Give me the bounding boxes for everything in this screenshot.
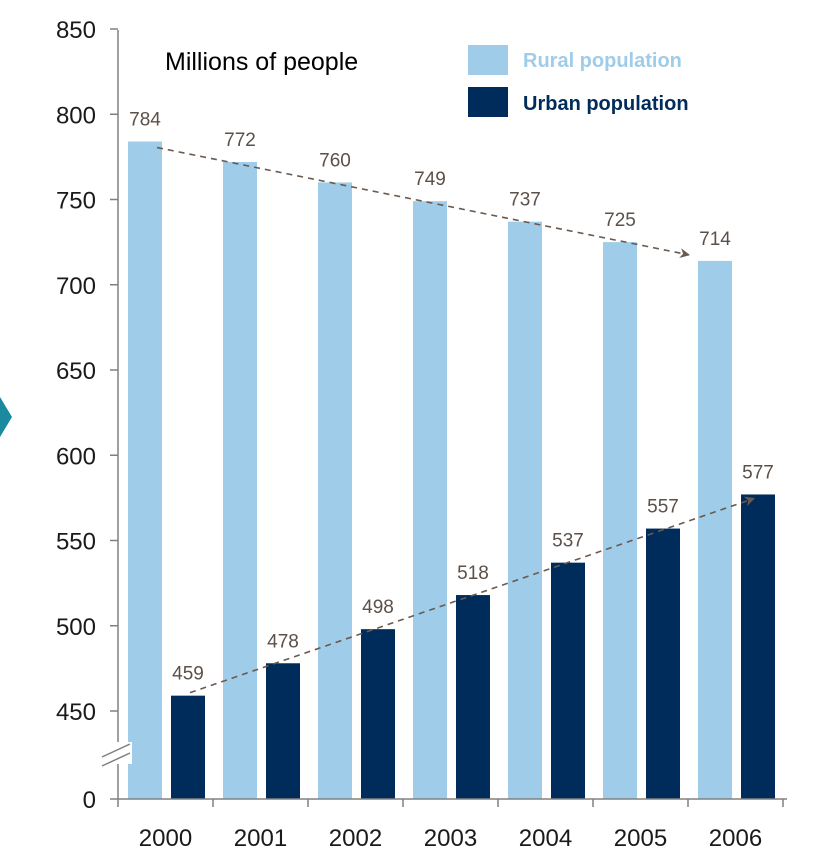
bar-rural-2002 bbox=[318, 182, 352, 799]
legend-swatch-urban bbox=[468, 87, 508, 117]
bar-rural-2001 bbox=[223, 161, 257, 800]
x-tick-label-2002: 2002 bbox=[329, 825, 382, 852]
bar-rural-2000 bbox=[128, 141, 162, 799]
x-tick-label-2000: 2000 bbox=[139, 825, 192, 852]
y-tick-label-800: 800 bbox=[56, 102, 96, 129]
bar-urban-2004 bbox=[551, 562, 585, 799]
data-label-rural-2001: 772 bbox=[224, 130, 256, 151]
y-tick-label-600: 600 bbox=[56, 443, 96, 470]
data-label-urban-2000: 459 bbox=[172, 664, 204, 685]
data-label-rural-2002: 760 bbox=[319, 150, 351, 171]
x-tick-label-2001: 2001 bbox=[234, 825, 287, 852]
bar-rural-2005 bbox=[603, 242, 637, 799]
bar-urban-2001 bbox=[266, 663, 300, 799]
bar-rural-2003 bbox=[413, 201, 447, 799]
legend: Rural population Urban population bbox=[468, 45, 689, 117]
y-tick-label-500: 500 bbox=[56, 614, 96, 641]
data-label-rural-2005: 725 bbox=[604, 210, 636, 231]
data-label-urban-2004: 537 bbox=[552, 531, 584, 552]
legend-label-urban: Urban population bbox=[523, 93, 689, 115]
y-tick-label-550: 550 bbox=[56, 529, 96, 556]
bar-rural-2006 bbox=[698, 260, 732, 799]
bar-urban-2006 bbox=[741, 494, 775, 799]
bar-urban-2000 bbox=[171, 695, 205, 799]
trend-arrow-rural bbox=[156, 146, 690, 259]
data-label-rural-2000: 784 bbox=[129, 110, 161, 131]
y-tick-label-750: 750 bbox=[56, 188, 96, 215]
side-marker-icon bbox=[0, 397, 12, 437]
data-label-urban-2005: 557 bbox=[647, 497, 679, 518]
x-tick-label-2003: 2003 bbox=[424, 825, 477, 852]
data-label-rural-2006: 714 bbox=[699, 229, 731, 250]
data-label-urban-2006: 577 bbox=[742, 462, 774, 483]
bar-urban-2003 bbox=[456, 595, 490, 799]
data-label-urban-2003: 518 bbox=[457, 563, 489, 584]
data-label-urban-2002: 498 bbox=[362, 597, 394, 618]
bar-urban-2002 bbox=[361, 629, 395, 799]
x-tick-label-2006: 2006 bbox=[709, 825, 762, 852]
legend-swatch-rural bbox=[468, 45, 508, 75]
y-tick-label-450: 450 bbox=[56, 699, 96, 726]
data-label-rural-2004: 737 bbox=[509, 190, 541, 211]
legend-label-rural: Rural population bbox=[523, 50, 682, 72]
y-tick-label-700: 700 bbox=[56, 273, 96, 300]
data-label-rural-2003: 749 bbox=[414, 169, 446, 190]
trend-arrow-urban bbox=[189, 496, 755, 694]
x-tick-label-2005: 2005 bbox=[614, 825, 667, 852]
bar-rural-2004 bbox=[508, 221, 542, 800]
y-tick-label-850: 850 bbox=[56, 17, 96, 44]
data-label-urban-2001: 478 bbox=[267, 631, 299, 652]
y-tick-label-0: 0 bbox=[83, 787, 96, 814]
x-tick-label-2004: 2004 bbox=[519, 825, 572, 852]
axis-break bbox=[101, 742, 132, 767]
bar-urban-2005 bbox=[646, 528, 680, 799]
unit-label: Millions of people bbox=[165, 48, 358, 76]
y-tick-label-650: 650 bbox=[56, 358, 96, 385]
